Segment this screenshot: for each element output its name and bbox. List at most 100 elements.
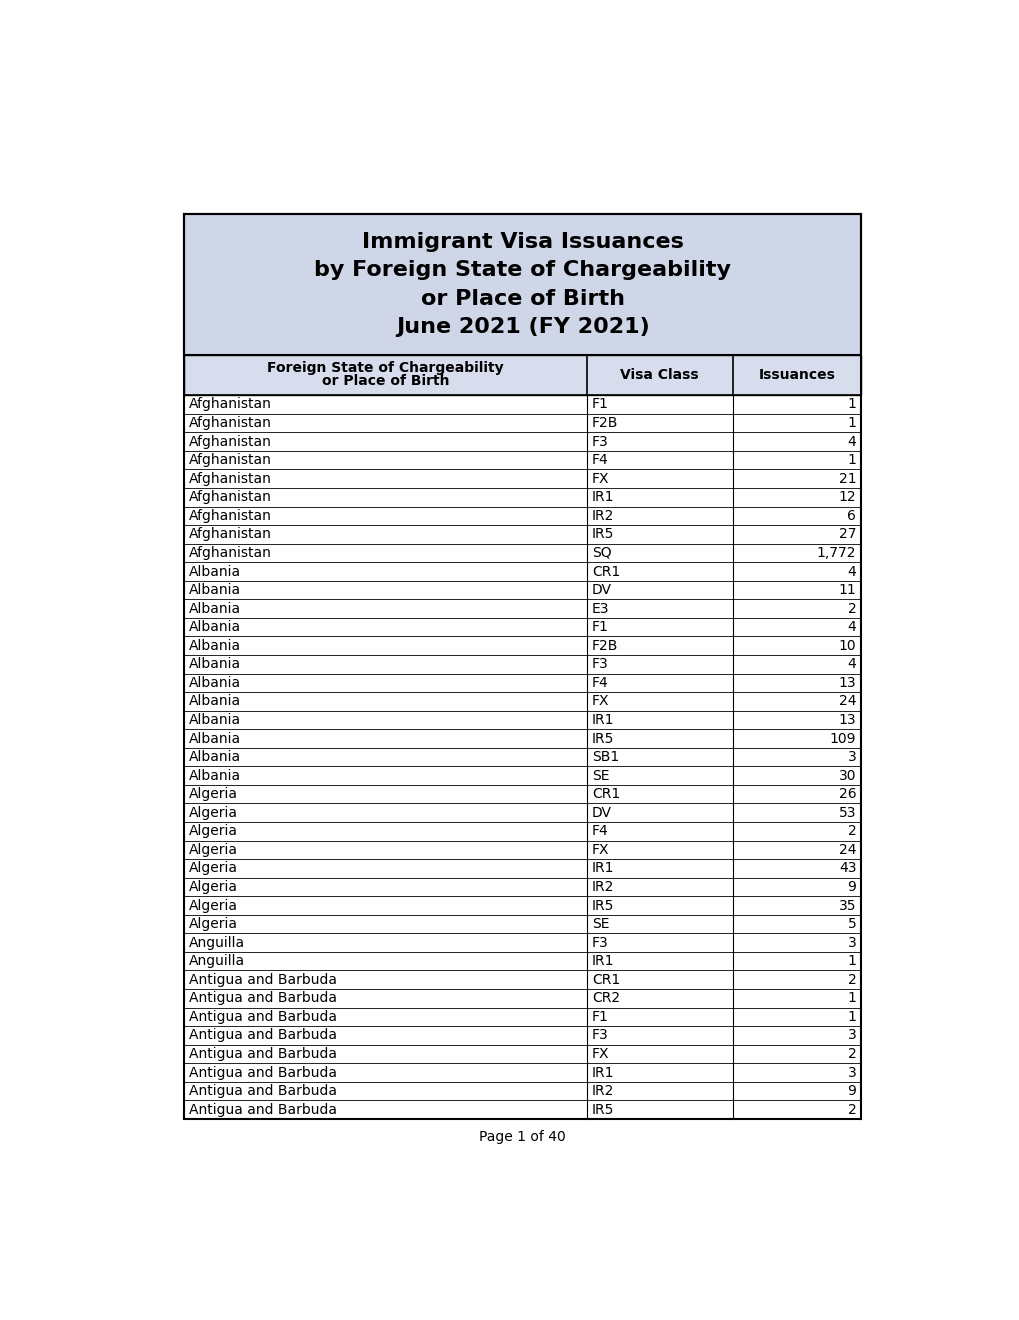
Text: SE: SE xyxy=(591,917,608,931)
Text: Antigua and Barbuda: Antigua and Barbuda xyxy=(189,991,337,1006)
Text: 1: 1 xyxy=(847,954,856,968)
Text: or Place of Birth: or Place of Birth xyxy=(420,289,624,309)
Text: 1: 1 xyxy=(847,453,856,467)
Text: E3: E3 xyxy=(591,602,608,615)
Text: Afghanistan: Afghanistan xyxy=(189,453,272,467)
Text: Albania: Albania xyxy=(189,694,242,709)
Text: by Foreign State of Chargeability: by Foreign State of Chargeability xyxy=(314,260,731,280)
Text: Antigua and Barbuda: Antigua and Barbuda xyxy=(189,973,337,987)
Text: Antigua and Barbuda: Antigua and Barbuda xyxy=(189,1010,337,1024)
Text: IR5: IR5 xyxy=(591,1102,613,1117)
Text: CR2: CR2 xyxy=(591,991,620,1006)
Text: IR2: IR2 xyxy=(591,508,613,523)
Text: 4: 4 xyxy=(847,565,856,578)
Text: 3: 3 xyxy=(847,1028,856,1043)
Text: CR1: CR1 xyxy=(591,565,620,578)
Text: 6: 6 xyxy=(847,508,856,523)
Text: IR1: IR1 xyxy=(591,954,613,968)
Text: SQ: SQ xyxy=(591,546,610,560)
Text: F1: F1 xyxy=(591,397,608,412)
Text: FX: FX xyxy=(591,843,608,857)
Bar xyxy=(184,355,860,395)
Text: 4: 4 xyxy=(847,657,856,672)
Text: 30: 30 xyxy=(838,768,856,783)
Text: Antigua and Barbuda: Antigua and Barbuda xyxy=(189,1065,337,1080)
Text: F2B: F2B xyxy=(591,416,618,430)
Text: Anguilla: Anguilla xyxy=(189,954,245,968)
Text: 5: 5 xyxy=(847,917,856,931)
Text: Afghanistan: Afghanistan xyxy=(189,397,272,412)
Text: CR1: CR1 xyxy=(591,787,620,801)
Text: Antigua and Barbuda: Antigua and Barbuda xyxy=(189,1084,337,1098)
Text: IR5: IR5 xyxy=(591,899,613,912)
Text: 9: 9 xyxy=(847,1084,856,1098)
Text: Antigua and Barbuda: Antigua and Barbuda xyxy=(189,1047,337,1061)
Text: Issuances: Issuances xyxy=(757,368,835,381)
Text: 3: 3 xyxy=(847,1065,856,1080)
Text: IR5: IR5 xyxy=(591,528,613,541)
Text: FX: FX xyxy=(591,1047,608,1061)
Text: Afghanistan: Afghanistan xyxy=(189,508,272,523)
Text: 13: 13 xyxy=(838,713,856,727)
Text: Afghanistan: Afghanistan xyxy=(189,546,272,560)
Text: F4: F4 xyxy=(591,824,608,838)
Text: or Place of Birth: or Place of Birth xyxy=(322,375,449,388)
Text: 10: 10 xyxy=(838,639,856,652)
Text: 1: 1 xyxy=(847,397,856,412)
Text: 2: 2 xyxy=(847,1047,856,1061)
Text: 1: 1 xyxy=(847,416,856,430)
Text: 11: 11 xyxy=(838,583,856,597)
Text: Anguilla: Anguilla xyxy=(189,936,245,949)
Text: 24: 24 xyxy=(838,694,856,709)
Text: 26: 26 xyxy=(838,787,856,801)
Text: IR2: IR2 xyxy=(591,1084,613,1098)
Text: F3: F3 xyxy=(591,434,608,449)
Text: Antigua and Barbuda: Antigua and Barbuda xyxy=(189,1028,337,1043)
Text: Afghanistan: Afghanistan xyxy=(189,471,272,486)
Text: Albania: Albania xyxy=(189,750,242,764)
Text: Afghanistan: Afghanistan xyxy=(189,416,272,430)
Text: 1,772: 1,772 xyxy=(816,546,856,560)
Text: 2: 2 xyxy=(847,824,856,838)
Text: Algeria: Algeria xyxy=(189,917,237,931)
Text: SE: SE xyxy=(591,768,608,783)
Text: DV: DV xyxy=(591,583,611,597)
Text: Foreign State of Chargeability: Foreign State of Chargeability xyxy=(267,362,503,375)
Text: Algeria: Algeria xyxy=(189,787,237,801)
Text: 2: 2 xyxy=(847,973,856,987)
Text: Afghanistan: Afghanistan xyxy=(189,490,272,504)
Text: Algeria: Algeria xyxy=(189,862,237,875)
Text: IR1: IR1 xyxy=(591,490,613,504)
Text: F3: F3 xyxy=(591,1028,608,1043)
Text: F1: F1 xyxy=(591,620,608,634)
Text: Algeria: Algeria xyxy=(189,805,237,820)
Text: F3: F3 xyxy=(591,657,608,672)
Text: June 2021 (FY 2021): June 2021 (FY 2021) xyxy=(395,317,649,337)
Text: 2: 2 xyxy=(847,1102,856,1117)
Text: F2B: F2B xyxy=(591,639,618,652)
Text: IR2: IR2 xyxy=(591,880,613,894)
Text: 3: 3 xyxy=(847,936,856,949)
Text: 1: 1 xyxy=(847,1010,856,1024)
Text: FX: FX xyxy=(591,694,608,709)
Text: IR1: IR1 xyxy=(591,713,613,727)
Text: 4: 4 xyxy=(847,434,856,449)
Text: Albania: Albania xyxy=(189,713,242,727)
Text: 12: 12 xyxy=(838,490,856,504)
Text: F1: F1 xyxy=(591,1010,608,1024)
Text: Albania: Albania xyxy=(189,602,242,615)
Text: Albania: Albania xyxy=(189,657,242,672)
Text: Antigua and Barbuda: Antigua and Barbuda xyxy=(189,1102,337,1117)
Text: 24: 24 xyxy=(838,843,856,857)
Text: IR5: IR5 xyxy=(591,731,613,746)
Text: DV: DV xyxy=(591,805,611,820)
Text: Algeria: Algeria xyxy=(189,824,237,838)
Text: Albania: Albania xyxy=(189,676,242,690)
Text: IR1: IR1 xyxy=(591,862,613,875)
Text: Immigrant Visa Issuances: Immigrant Visa Issuances xyxy=(362,232,683,252)
Text: Afghanistan: Afghanistan xyxy=(189,434,272,449)
Text: 35: 35 xyxy=(838,899,856,912)
Text: 3: 3 xyxy=(847,750,856,764)
Text: Albania: Albania xyxy=(189,565,242,578)
Text: 2: 2 xyxy=(847,602,856,615)
